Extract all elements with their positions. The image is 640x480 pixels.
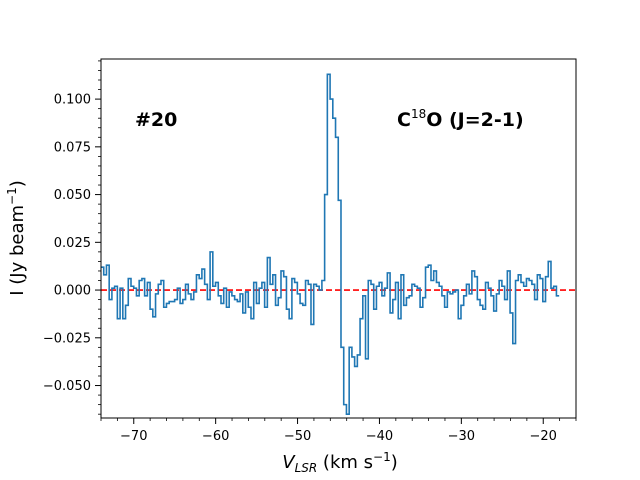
major-ticks [95,98,544,424]
x-tick-labels: −70 −60 −50 −40 −30 −20 [120,429,557,444]
x-axis-label-end: ) [391,452,398,473]
x-tick-label: −50 [284,429,311,444]
line-label-pre: C [397,109,411,131]
y-tick-label: 0.100 [54,93,91,108]
x-tick-label: −20 [530,429,557,444]
y-axis-label-main: I (Jy beam [7,205,28,296]
x-axis-label: VLSR (km s−1) [282,450,398,475]
x-axis-label-main: V [282,452,296,473]
y-tick-label: 0.025 [54,236,91,251]
y-tick-label: 0.050 [54,188,91,203]
x-tick-label: −60 [202,429,229,444]
source-label: #20 [135,109,177,131]
line-label-sup: 18 [411,107,426,121]
x-tick-label: −70 [120,429,147,444]
y-axis-label: I (Jy beam−1) [5,180,28,296]
line-label: C18O (J=2-1) [397,107,524,131]
x-axis-label-sup: −1 [373,450,391,464]
y-tick-label: 0.000 [54,284,91,299]
x-axis-label-sub: LSR [295,461,318,475]
y-tick-label: −0.050 [43,379,91,394]
spectrum-series [101,73,560,415]
y-tick-label: 0.075 [54,140,91,155]
plot-frame [100,58,577,419]
y-axis-label-sup: −1 [5,187,19,205]
line-label-post: O (J=2-1) [426,109,523,131]
x-tick-label: −30 [448,429,475,444]
y-tick-labels: −0.050 −0.025 0.000 0.025 0.050 0.075 0.100 [43,93,91,394]
y-axis-label-end: ) [7,180,28,187]
x-tick-label: −40 [366,429,393,444]
x-axis-label-rest: (km s [317,452,373,473]
y-tick-label: −0.025 [43,331,91,346]
